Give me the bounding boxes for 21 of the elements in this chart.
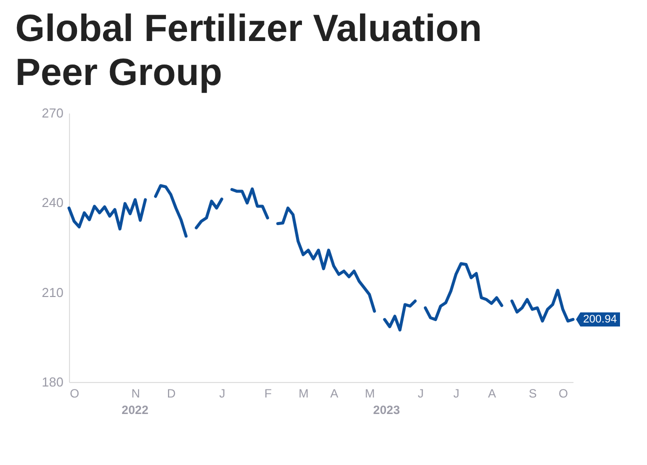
y-tick-label: 180: [42, 374, 64, 390]
y-tick-label: 210: [42, 284, 64, 300]
x-tick-label: D: [166, 386, 176, 400]
x-tick-label: A: [488, 386, 496, 400]
chart-title: Global Fertilizer Valuation Peer Group: [15, 8, 482, 94]
data-label: 200.94: [583, 313, 617, 326]
x-tick-label: N: [131, 386, 140, 400]
x-tick-label: J: [418, 386, 424, 400]
x-tick-label: M: [298, 386, 309, 400]
y-tick-label: 240: [42, 195, 64, 210]
x-tick-label: A: [330, 386, 338, 400]
y-tick-label: 270: [42, 106, 64, 120]
x-tick-label: O: [558, 386, 568, 400]
x-tick-label: J: [453, 386, 460, 400]
text: 2022: [122, 403, 149, 417]
text: 2023: [373, 403, 400, 417]
x-tick-label: M: [364, 386, 375, 400]
x-tick-label: F: [264, 386, 272, 400]
x-tick-label: S: [528, 386, 537, 400]
x-tick-label: J: [219, 386, 226, 400]
x-tick-label: O: [70, 386, 80, 400]
